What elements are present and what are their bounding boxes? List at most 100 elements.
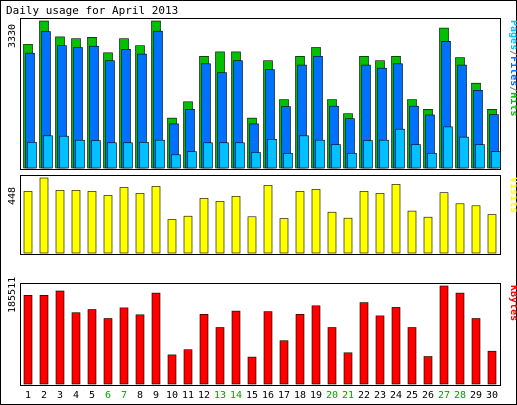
bar-visits-day-15 xyxy=(247,216,257,254)
day-label-21: 21 xyxy=(342,390,354,401)
bar-kbytes-day-15 xyxy=(247,356,257,385)
day-label-22: 22 xyxy=(358,390,370,401)
bar-visits-day-19 xyxy=(311,189,321,254)
bar-visits-day-16 xyxy=(263,185,273,254)
bar-kbytes-day-8 xyxy=(135,314,145,385)
day-label-24: 24 xyxy=(390,390,402,401)
bar-visits-day-24 xyxy=(391,184,401,254)
bar-visits-day-2 xyxy=(39,177,49,254)
bar-kbytes-day-2 xyxy=(39,294,49,385)
bar-kbytes-day-13 xyxy=(215,327,225,385)
bar-kbytes-day-4 xyxy=(71,312,81,385)
bar-pages-day-9 xyxy=(155,139,165,169)
bar-visits-day-13 xyxy=(215,201,225,254)
bar-kbytes-day-30 xyxy=(487,350,497,385)
panel-frame xyxy=(20,283,501,386)
day-label-13: 13 xyxy=(214,390,226,401)
day-label-1: 1 xyxy=(25,390,31,401)
bar-pages-day-18 xyxy=(299,135,309,169)
day-label-15: 15 xyxy=(246,390,258,401)
bar-kbytes-day-29 xyxy=(471,318,481,385)
series-pages xyxy=(27,126,501,169)
bar-visits-day-5 xyxy=(87,191,97,254)
day-label-26: 26 xyxy=(422,390,434,401)
bar-kbytes-day-16 xyxy=(263,311,273,385)
bar-pages-day-28 xyxy=(459,136,469,169)
bar-kbytes-day-9 xyxy=(151,292,161,385)
bar-pages-day-27 xyxy=(443,126,453,169)
bar-visits-day-8 xyxy=(135,193,145,254)
bar-pages-day-19 xyxy=(315,139,325,169)
bar-kbytes-day-25 xyxy=(407,327,417,385)
bar-visits-day-10 xyxy=(167,219,177,254)
bar-visits-day-30 xyxy=(487,214,497,254)
bar-pages-day-2 xyxy=(43,135,53,169)
y-max-label: 448 xyxy=(7,187,18,205)
series-files xyxy=(25,30,499,169)
bar-visits-day-17 xyxy=(279,218,289,254)
legend-item: / xyxy=(508,86,517,92)
legend-item: Pages xyxy=(508,20,517,50)
day-label-30: 30 xyxy=(486,390,498,401)
series-kbytes xyxy=(23,285,497,385)
day-label-10: 10 xyxy=(166,390,178,401)
bar-pages-day-4 xyxy=(75,139,85,169)
bar-pages-day-5 xyxy=(91,140,101,169)
bar-visits-day-23 xyxy=(375,193,385,254)
day-label-9: 9 xyxy=(153,390,159,401)
day-label-28: 28 xyxy=(454,390,466,401)
bar-kbytes-day-6 xyxy=(103,318,113,385)
bar-visits-day-29 xyxy=(471,205,481,254)
bar-kbytes-day-14 xyxy=(231,310,241,385)
bar-visits-day-22 xyxy=(359,191,369,254)
day-label-2: 2 xyxy=(41,390,47,401)
bar-pages-day-15 xyxy=(251,152,261,169)
bar-pages-day-10 xyxy=(171,154,181,169)
day-label-11: 11 xyxy=(182,390,194,401)
bar-kbytes-day-3 xyxy=(55,290,65,385)
bar-pages-day-25 xyxy=(411,144,421,169)
bar-pages-day-21 xyxy=(347,153,357,169)
bar-visits-day-14 xyxy=(231,196,241,254)
bar-visits-day-9 xyxy=(151,186,161,254)
bar-kbytes-day-21 xyxy=(343,352,353,385)
day-label-3: 3 xyxy=(57,390,63,401)
bar-kbytes-day-11 xyxy=(183,349,193,385)
bar-pages-day-3 xyxy=(59,135,69,169)
day-label-20: 20 xyxy=(326,390,338,401)
day-label-12: 12 xyxy=(198,390,210,401)
day-label-27: 27 xyxy=(438,390,450,401)
bar-pages-day-12 xyxy=(203,142,213,169)
bar-kbytes-day-27 xyxy=(439,285,449,385)
bar-kbytes-day-10 xyxy=(167,354,177,385)
chart-title: Daily usage for April 2013 xyxy=(6,4,178,17)
bar-pages-day-16 xyxy=(267,139,277,169)
bar-kbytes-day-1 xyxy=(23,294,33,385)
bar-pages-day-1 xyxy=(27,142,37,169)
y-max-label: 185511 xyxy=(7,277,18,313)
bar-kbytes-day-23 xyxy=(375,315,385,385)
bar-pages-day-29 xyxy=(475,144,485,169)
bar-pages-day-20 xyxy=(331,144,341,169)
bar-kbytes-day-22 xyxy=(359,302,369,385)
bar-kbytes-day-24 xyxy=(391,307,401,385)
bar-visits-day-28 xyxy=(455,203,465,254)
bar-kbytes-day-18 xyxy=(295,313,305,385)
day-label-23: 23 xyxy=(374,390,386,401)
legend-item: Files xyxy=(508,56,517,86)
bar-visits-day-27 xyxy=(439,192,449,254)
legend-kbytes: KBytes xyxy=(508,285,517,321)
day-label-17: 17 xyxy=(278,390,290,401)
bar-pages-day-7 xyxy=(123,142,133,169)
day-label-6: 6 xyxy=(105,390,111,401)
bar-pages-day-23 xyxy=(379,139,389,169)
bar-visits-day-11 xyxy=(183,215,193,254)
bar-pages-day-14 xyxy=(235,142,245,169)
bar-visits-day-21 xyxy=(343,217,353,254)
day-labels: 1 2 3 4 5 6 7 8 9 10 11 12 13 14 15 16 17 18 19 20 21 22 23 24 2… xyxy=(25,390,498,401)
bar-pages-day-8 xyxy=(139,142,149,169)
bar-kbytes-day-7 xyxy=(119,307,129,385)
